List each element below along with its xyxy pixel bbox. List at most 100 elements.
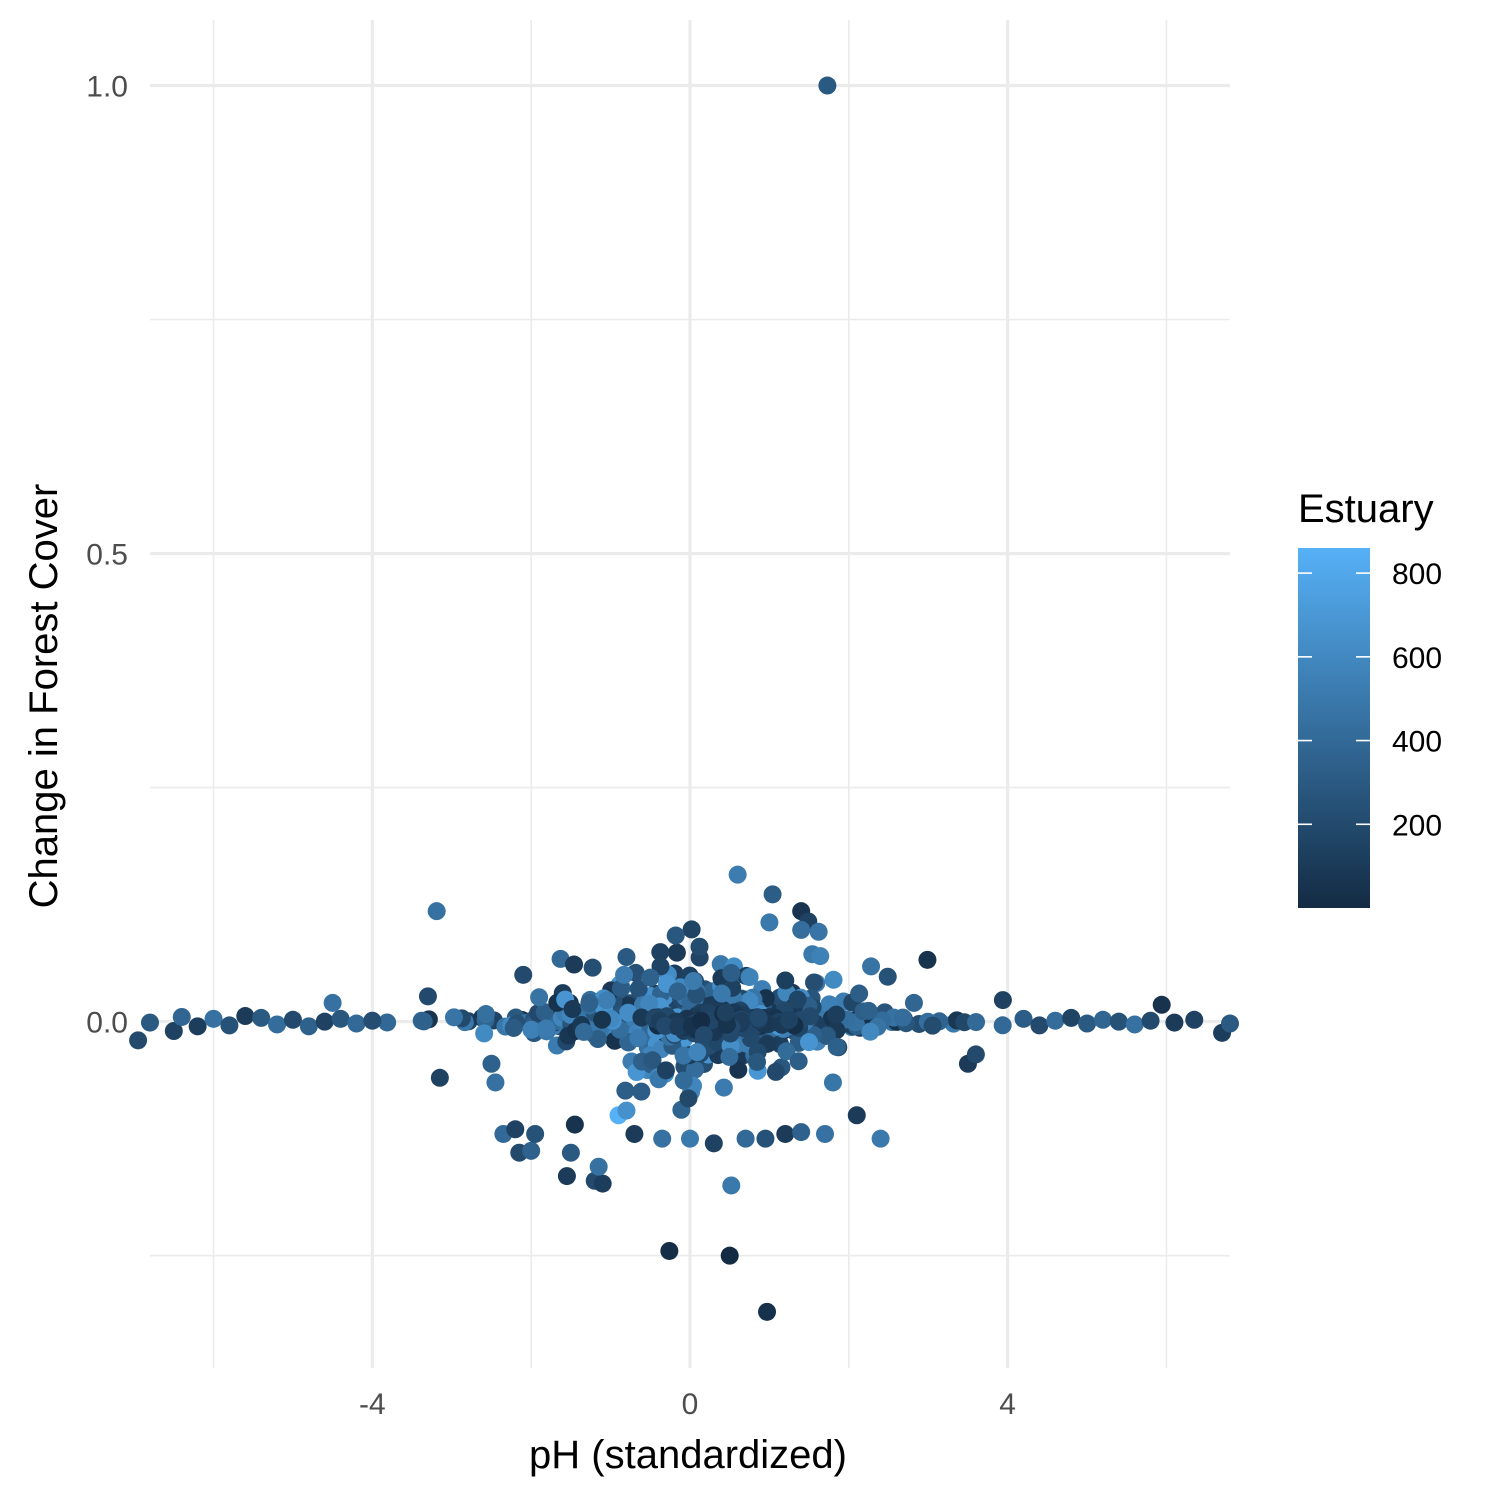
- data-point: [629, 1029, 648, 1048]
- data-point: [656, 1061, 675, 1080]
- data-point: [583, 958, 602, 977]
- data-point: [748, 1052, 767, 1071]
- data-point: [1030, 1016, 1049, 1035]
- data-point: [904, 993, 923, 1012]
- data-point: [823, 1073, 842, 1092]
- data-point: [805, 973, 824, 992]
- data-point: [1141, 1011, 1160, 1030]
- data-point: [660, 1241, 679, 1260]
- data-point: [482, 1054, 501, 1073]
- y-tick-label: 0.5: [86, 539, 128, 572]
- legend-tick-label: 800: [1392, 558, 1442, 591]
- x-tick-label: 0: [682, 1388, 699, 1421]
- data-point: [760, 913, 779, 932]
- data-point: [331, 1009, 350, 1028]
- data-point: [427, 902, 446, 921]
- data-point: [993, 991, 1012, 1010]
- data-point: [684, 972, 703, 991]
- x-axis-ticks: -4 0 4: [359, 1388, 1016, 1421]
- data-point: [475, 1024, 494, 1043]
- data-point: [551, 949, 570, 968]
- data-point: [763, 885, 782, 904]
- data-point: [611, 979, 630, 998]
- data-point: [766, 1062, 785, 1081]
- data-point: [268, 1015, 287, 1034]
- data-point: [1185, 1010, 1204, 1029]
- data-point: [1078, 1014, 1097, 1033]
- data-point: [164, 1022, 183, 1040]
- data-point: [537, 1019, 556, 1038]
- data-point: [378, 1013, 397, 1032]
- data-point: [966, 1045, 985, 1064]
- data-point: [514, 965, 533, 984]
- data-point: [653, 1129, 672, 1148]
- legend-ticks: 200 400 600 800: [1298, 558, 1442, 842]
- data-point: [625, 1124, 644, 1143]
- x-tick-label: 4: [999, 1388, 1016, 1421]
- data-point: [792, 1123, 811, 1142]
- data-point: [476, 1005, 495, 1024]
- data-point: [720, 1246, 739, 1265]
- data-point: [580, 993, 599, 1012]
- data-point: [643, 1051, 662, 1070]
- data-point: [561, 1143, 580, 1162]
- data-point: [722, 1176, 741, 1195]
- data-point: [712, 984, 731, 1003]
- data-point: [418, 987, 437, 1006]
- data-point: [632, 1008, 651, 1027]
- data-point: [824, 970, 843, 989]
- data-point: [1093, 1010, 1112, 1029]
- y-tick-label: 0.0: [86, 1007, 128, 1040]
- data-point: [597, 991, 616, 1010]
- data-point: [204, 1009, 223, 1028]
- data-point: [565, 955, 584, 974]
- data-point: [692, 1011, 711, 1030]
- data-point: [809, 922, 828, 941]
- data-point: [315, 1012, 334, 1031]
- data-point: [632, 1082, 651, 1101]
- data-point: [299, 1017, 318, 1036]
- data-point: [789, 1052, 808, 1071]
- data-point: [716, 1003, 735, 1022]
- color-legend: Estuary 200 400 600 800: [1298, 487, 1442, 908]
- data-point: [188, 1017, 207, 1036]
- data-point: [656, 1016, 675, 1035]
- data-point: [776, 1124, 795, 1143]
- data-point: [1062, 1008, 1081, 1027]
- data-point: [816, 1124, 834, 1143]
- data-point: [847, 1106, 866, 1125]
- data-point: [714, 1078, 733, 1097]
- data-point: [522, 1020, 541, 1039]
- data-point: [878, 967, 897, 986]
- data-point: [651, 943, 670, 962]
- data-point: [688, 1043, 707, 1062]
- data-point: [967, 1013, 986, 1032]
- data-point: [792, 920, 811, 939]
- legend-tick-label: 600: [1392, 642, 1442, 675]
- data-point: [617, 1101, 636, 1120]
- data-point: [504, 1018, 523, 1037]
- data-point: [923, 1016, 942, 1035]
- data-point: [893, 1008, 912, 1027]
- data-point: [220, 1016, 239, 1035]
- data-point: [486, 1073, 505, 1092]
- data-point: [129, 1031, 148, 1050]
- data-point: [679, 1089, 698, 1108]
- data-point: [827, 1005, 846, 1024]
- data-point: [749, 1008, 768, 1027]
- data-point: [685, 1060, 704, 1079]
- data-point: [682, 920, 701, 939]
- data-point: [728, 865, 747, 884]
- data-point: [776, 971, 795, 990]
- data-point: [323, 993, 342, 1012]
- data-point: [687, 985, 706, 1004]
- data-point: [674, 1071, 693, 1090]
- data-point: [681, 1129, 699, 1148]
- data-point: [617, 948, 636, 967]
- data-point: [563, 1000, 582, 1019]
- data-point: [616, 1081, 635, 1100]
- data-point: [729, 1060, 748, 1079]
- x-tick-label: -4: [359, 1388, 386, 1421]
- data-point: [593, 1010, 612, 1029]
- data-point: [871, 1129, 890, 1148]
